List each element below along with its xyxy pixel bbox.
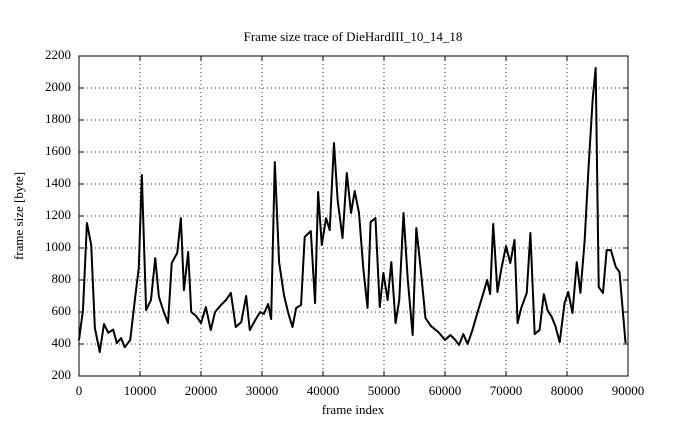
x-tick-label: 90000 [612,383,645,398]
y-tick-label: 200 [52,367,72,382]
x-tick-label: 70000 [490,383,523,398]
chart-title: Frame size trace of DieHardIII_10_14_18 [244,29,463,44]
y-tick-label: 1200 [45,207,71,222]
x-tick-label: 80000 [551,383,584,398]
y-tick-label: 1400 [45,175,71,190]
x-tick-label: 10000 [124,383,157,398]
plot-frame [78,55,629,377]
y-tick-label: 2000 [45,79,71,94]
x-tick-label: 20000 [185,383,218,398]
y-tick-label: 1600 [45,143,71,158]
x-tick-label: 60000 [429,383,462,398]
y-axis-label: frame size [byte] [11,172,26,260]
x-tick-label: 40000 [307,383,340,398]
y-tick-label: 800 [52,271,72,286]
data-line [78,67,627,353]
y-tick-label: 600 [52,303,72,318]
y-tick-label: 1800 [45,111,71,126]
x-tick-label: 50000 [368,383,401,398]
x-axis-label: frame index [322,402,385,417]
y-tick-label: 400 [52,335,72,350]
x-tick-label: 30000 [246,383,279,398]
y-tick-label: 1000 [45,239,71,254]
x-tick-label: 0 [76,383,83,398]
y-tick-label: 2200 [45,47,71,62]
